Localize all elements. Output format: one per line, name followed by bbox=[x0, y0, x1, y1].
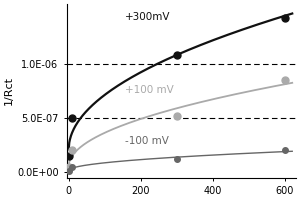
Text: +100 mV: +100 mV bbox=[124, 85, 173, 95]
Y-axis label: 1/Rct: 1/Rct bbox=[4, 76, 14, 105]
Text: +300mV: +300mV bbox=[124, 12, 170, 22]
Text: -100 mV: -100 mV bbox=[124, 136, 169, 146]
